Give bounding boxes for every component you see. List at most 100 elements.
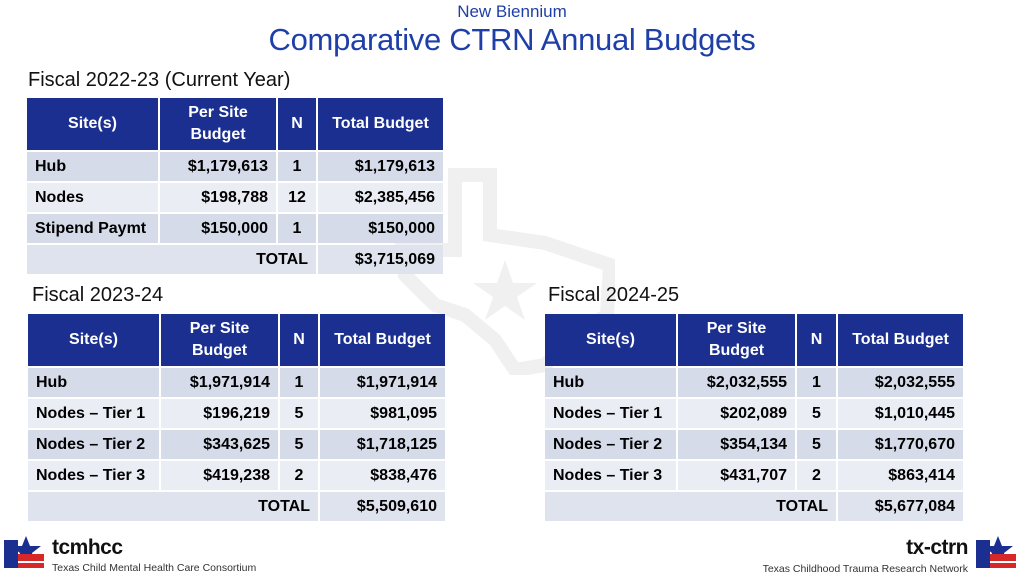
site-cell: Nodes – Tier 3 xyxy=(28,461,159,490)
col-header-n: N xyxy=(797,314,836,366)
site-cell: Stipend Paymt xyxy=(27,214,158,243)
table-row: Nodes – Tier 3 $431,707 2 $863,414 xyxy=(545,461,963,490)
col-header-per-site: Per Site Budget xyxy=(160,98,276,150)
table-header-row: Site(s) Per Site Budget N Total Budget xyxy=(545,314,963,366)
table-header-row: Site(s) Per Site Budget N Total Budget xyxy=(27,98,443,150)
per-site-cell: $196,219 xyxy=(161,399,278,428)
total-cell: $1,718,125 xyxy=(320,430,445,459)
tcmhcc-brand: tcmhcc xyxy=(52,536,123,559)
col-header-total: Total Budget xyxy=(318,98,443,150)
table-row: Hub $2,032,555 1 $2,032,555 xyxy=(545,368,963,397)
col-header-per-site: Per Site Budget xyxy=(678,314,795,366)
n-cell: 5 xyxy=(797,430,836,459)
table-row: Hub $1,971,914 1 $1,971,914 xyxy=(28,368,445,397)
fy2425-table: Site(s) Per Site Budget N Total Budget Hu… xyxy=(543,312,965,523)
total-cell: $1,179,613 xyxy=(318,152,443,181)
table-header-row: Site(s) Per Site Budget N Total Budget xyxy=(28,314,445,366)
site-cell: Nodes – Tier 2 xyxy=(545,430,676,459)
total-value: $3,715,069 xyxy=(318,245,443,274)
col-header-site: Site(s) xyxy=(545,314,676,366)
n-cell: 5 xyxy=(280,430,318,459)
per-site-cell: $431,707 xyxy=(678,461,795,490)
texas-star-icon xyxy=(4,536,44,568)
table-row: Nodes – Tier 1 $202,089 5 $1,010,445 xyxy=(545,399,963,428)
table-row: Stipend Paymt $150,000 1 $150,000 xyxy=(27,214,443,243)
total-cell: $838,476 xyxy=(320,461,445,490)
n-cell: 2 xyxy=(280,461,318,490)
fy2425-label: Fiscal 2024-25 xyxy=(548,284,680,306)
table-row: Nodes $198,788 12 $2,385,456 xyxy=(27,183,443,212)
per-site-cell: $150,000 xyxy=(160,214,276,243)
per-site-cell: $1,179,613 xyxy=(160,152,276,181)
total-cell: $981,095 xyxy=(320,399,445,428)
total-cell: $1,971,914 xyxy=(320,368,445,397)
total-value: $5,677,084 xyxy=(838,492,963,521)
col-header-site: Site(s) xyxy=(28,314,159,366)
per-site-line1: Per Site xyxy=(189,320,250,337)
col-header-n: N xyxy=(278,98,316,150)
total-cell: $150,000 xyxy=(318,214,443,243)
total-cell: $863,414 xyxy=(838,461,963,490)
per-site-cell: $354,134 xyxy=(678,430,795,459)
per-site-cell: $419,238 xyxy=(161,461,278,490)
col-header-site: Site(s) xyxy=(27,98,158,150)
site-cell: Nodes – Tier 1 xyxy=(545,399,676,428)
n-cell: 1 xyxy=(278,214,316,243)
per-site-line2: Budget xyxy=(190,126,246,143)
col-header-per-site: Per Site Budget xyxy=(161,314,278,366)
col-header-total: Total Budget xyxy=(838,314,963,366)
per-site-cell: $1,971,914 xyxy=(161,368,278,397)
page-subtitle: New Biennium xyxy=(457,2,567,21)
fy2324-label: Fiscal 2023-24 xyxy=(32,284,164,306)
site-cell: Nodes – Tier 2 xyxy=(28,430,159,459)
total-cell: $1,770,670 xyxy=(838,430,963,459)
n-cell: 5 xyxy=(280,399,318,428)
n-cell: 5 xyxy=(797,399,836,428)
total-cell: $1,010,445 xyxy=(838,399,963,428)
total-label: TOTAL xyxy=(27,245,316,274)
site-cell: Nodes xyxy=(27,183,158,212)
n-cell: 1 xyxy=(278,152,316,181)
total-label: TOTAL xyxy=(28,492,318,521)
n-cell: 1 xyxy=(797,368,836,397)
table-row: Nodes – Tier 2 $343,625 5 $1,718,125 xyxy=(28,430,445,459)
total-cell: $2,032,555 xyxy=(838,368,963,397)
per-site-line2: Budget xyxy=(708,342,765,359)
per-site-line2: Budget xyxy=(191,342,248,359)
page-title: Comparative CTRN Annual Budgets xyxy=(268,22,756,57)
fy2223-label: Fiscal 2022-23 (Current Year) xyxy=(28,69,291,91)
footer-left-logo: tcmhcc Texas Child Mental Health Care Co… xyxy=(4,534,256,576)
per-site-cell: $202,089 xyxy=(678,399,795,428)
fy2324-table: Site(s) Per Site Budget N Total Budget Hu… xyxy=(26,312,447,523)
per-site-line1: Per Site xyxy=(188,104,248,121)
site-cell: Hub xyxy=(27,152,158,181)
col-header-n: N xyxy=(280,314,318,366)
table-row: Nodes – Tier 1 $196,219 5 $981,095 xyxy=(28,399,445,428)
table-row: Nodes – Tier 3 $419,238 2 $838,476 xyxy=(28,461,445,490)
txctrn-subtitle: Texas Childhood Trauma Research Network xyxy=(762,563,968,575)
per-site-cell: $198,788 xyxy=(160,183,276,212)
total-label: TOTAL xyxy=(545,492,836,521)
n-cell: 1 xyxy=(280,368,318,397)
total-row: TOTAL $5,509,610 xyxy=(28,492,445,521)
n-cell: 12 xyxy=(278,183,316,212)
txctrn-brand: tx-ctrn xyxy=(906,536,968,559)
texas-star-icon xyxy=(976,536,1016,568)
footer-right-logo: tx-ctrn Texas Childhood Trauma Research … xyxy=(763,534,1020,576)
per-site-cell: $2,032,555 xyxy=(678,368,795,397)
fy2223-table: Site(s) Per Site Budget N Total Budget Hu… xyxy=(25,96,445,276)
n-cell: 2 xyxy=(797,461,836,490)
total-cell: $2,385,456 xyxy=(318,183,443,212)
per-site-cell: $343,625 xyxy=(161,430,278,459)
per-site-line1: Per Site xyxy=(706,320,767,337)
site-cell: Nodes – Tier 1 xyxy=(28,399,159,428)
site-cell: Hub xyxy=(28,368,159,397)
col-header-total: Total Budget xyxy=(320,314,445,366)
tcmhcc-subtitle: Texas Child Mental Health Care Consortiu… xyxy=(52,562,257,574)
site-cell: Hub xyxy=(545,368,676,397)
table-row: Hub $1,179,613 1 $1,179,613 xyxy=(27,152,443,181)
total-value: $5,509,610 xyxy=(320,492,445,521)
total-row: TOTAL $5,677,084 xyxy=(545,492,963,521)
table-row: Nodes – Tier 2 $354,134 5 $1,770,670 xyxy=(545,430,963,459)
site-cell: Nodes – Tier 3 xyxy=(545,461,676,490)
